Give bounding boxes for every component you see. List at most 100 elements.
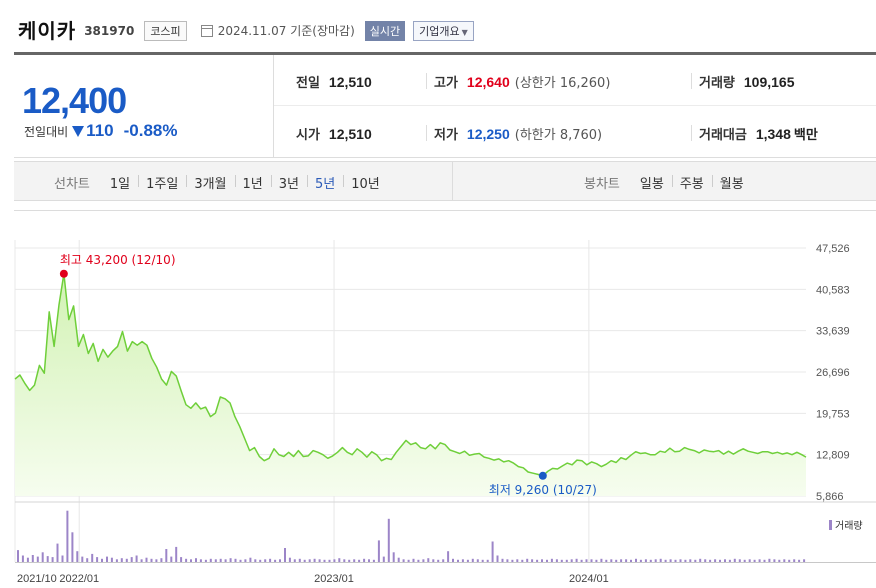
- tab-line-4[interactable]: 3년: [270, 173, 307, 192]
- prev-close: 전일 12,510: [296, 72, 372, 91]
- volume-bar: [728, 559, 731, 562]
- volume-bar: [125, 558, 128, 562]
- tab-line-2[interactable]: 3개월: [186, 173, 234, 192]
- volume-bar: [457, 559, 459, 562]
- volume-bar: [491, 541, 494, 562]
- tab-line-0[interactable]: 1일: [109, 176, 131, 192]
- upper-limit: (상한가 16,260): [514, 76, 611, 91]
- high-label: 고가: [434, 76, 458, 91]
- volume-bar: [368, 559, 370, 562]
- volume-bar: [41, 552, 44, 562]
- change-percent: -0.88%: [123, 121, 178, 140]
- volume-bar: [234, 558, 237, 562]
- divider: [452, 162, 453, 200]
- volume-bar: [521, 559, 524, 562]
- volume-bar: [219, 558, 222, 562]
- volume-bar: [175, 546, 178, 562]
- volume-bar: [269, 558, 272, 562]
- volume-bar: [382, 556, 385, 562]
- volume-bar: [605, 559, 608, 562]
- volume-bar: [803, 559, 806, 562]
- volume-bar: [486, 559, 489, 562]
- volume-bar: [195, 558, 197, 562]
- volume-bar: [763, 559, 766, 562]
- line-chart-tabs: 선차트 1일 1주일 3개월 1년 3년 5년 10년: [54, 162, 388, 202]
- volume-bar: [224, 559, 227, 562]
- volume-bar: [639, 559, 642, 562]
- volume-bar: [689, 559, 692, 562]
- quote-details: 전일 12,510 고가 12,640 (상한가 16,260) 거래량 109…: [274, 55, 876, 158]
- volume-bar: [328, 559, 331, 562]
- tab-candle-1[interactable]: 주봉: [671, 173, 712, 192]
- stock-code: 381970: [84, 24, 135, 38]
- volume-bar: [160, 558, 163, 562]
- prev-close-label: 전일: [296, 76, 320, 91]
- volume-label: 거래량: [699, 76, 735, 91]
- change-row: 전일대비 110 -0.88%: [24, 121, 177, 141]
- volume-bar: [471, 558, 474, 562]
- volume-bar: [338, 558, 341, 562]
- volume-bar: [506, 559, 509, 562]
- volume-bar: [145, 557, 148, 562]
- volume-bar: [768, 558, 771, 562]
- volume-bar: [555, 559, 558, 562]
- tab-candle-2[interactable]: 월봉: [711, 173, 752, 192]
- volume-bar: [748, 559, 751, 562]
- volume-bar: [437, 559, 440, 562]
- volume-bar: [377, 540, 380, 562]
- volume-bar: [96, 557, 99, 562]
- price-line: [14, 273, 807, 477]
- candle-chart-tabs: 봉차트 일봉 주봉 월봉: [584, 162, 752, 202]
- divider: [691, 73, 692, 89]
- amount-label: 거래대금: [699, 128, 747, 143]
- volume-bar: [600, 558, 603, 562]
- volume-bar: [26, 557, 29, 562]
- tab-line-6[interactable]: 10년: [343, 173, 388, 192]
- volume-bar: [422, 559, 425, 562]
- volume-bar: [531, 559, 534, 562]
- company-info-label: 기업개요: [419, 24, 460, 38]
- tab-line-1[interactable]: 1주일: [138, 173, 186, 192]
- volume-bar: [264, 559, 267, 562]
- volume-bar: [412, 558, 415, 562]
- line-chart-group-label: 선차트: [54, 176, 90, 192]
- volume-bar: [501, 558, 504, 562]
- high-value: 12,640: [466, 74, 510, 90]
- volume-bar: [86, 558, 89, 562]
- tab-line-5[interactable]: 5년: [307, 173, 343, 192]
- realtime-button[interactable]: 실시간: [364, 20, 406, 41]
- volume-bar: [31, 555, 34, 562]
- tab-candle-0[interactable]: 일봉: [639, 176, 664, 192]
- volume-bar: [679, 559, 682, 562]
- volume-bar: [447, 551, 450, 562]
- calendar-icon: [200, 25, 213, 37]
- volume-bar: [546, 559, 548, 562]
- company-info-dropdown[interactable]: 기업개요 ▼: [413, 20, 474, 41]
- volume-bar: [778, 559, 781, 562]
- volume-bar: [709, 559, 712, 562]
- volume-bar: [120, 558, 123, 562]
- volume-bar: [580, 559, 583, 562]
- down-triangle-icon: [72, 125, 85, 137]
- prev-close-value: 12,510: [328, 74, 372, 90]
- volume-bar: [155, 559, 158, 562]
- volume-bar: [284, 548, 286, 562]
- volume-bar: [392, 552, 395, 562]
- volume-bar: [743, 559, 746, 562]
- volume-bar: [165, 549, 168, 562]
- volume-bar: [101, 558, 103, 562]
- volume-bar: [476, 559, 479, 562]
- volume-bar: [466, 559, 469, 562]
- volume-bar: [293, 559, 296, 562]
- volume-bar: [76, 551, 79, 562]
- market-badge: 코스피: [144, 20, 187, 41]
- x-tick-label: 2024/01: [569, 573, 609, 585]
- tab-line-3[interactable]: 1년: [234, 173, 271, 192]
- volume-bar: [644, 559, 647, 562]
- volume-bar: [61, 555, 64, 562]
- current-price-panel: 12,400 전일대비 110 -0.88%: [14, 55, 274, 158]
- volume-bar: [279, 559, 281, 562]
- volume-bar: [387, 518, 390, 562]
- volume-bar: [313, 558, 316, 562]
- volume-bar: [140, 559, 143, 562]
